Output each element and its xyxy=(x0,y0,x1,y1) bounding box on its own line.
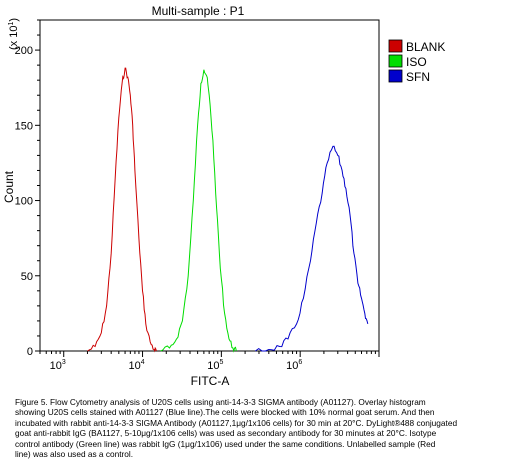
x-tick-label: 103 xyxy=(50,359,66,372)
series-line-sfn xyxy=(255,145,369,352)
y-tick-label: 150 xyxy=(15,120,33,132)
x-tick-exponent: 4 xyxy=(141,359,145,366)
figure-caption: Figure 5. Flow Cytometry analysis of U20… xyxy=(15,397,458,460)
y-multiplier-exponent: 1 xyxy=(8,22,15,26)
y-multiplier-prefix: (x 10 xyxy=(8,26,20,50)
series-lines xyxy=(87,67,369,353)
x-tick-label: 106 xyxy=(286,359,302,372)
plot-frame xyxy=(39,19,380,352)
y-multiplier-suffix: ) xyxy=(8,18,20,22)
series-line-iso xyxy=(160,69,237,353)
y-tick-label: 200 xyxy=(15,45,33,57)
legend-label: BLANK xyxy=(406,40,445,54)
x-tick-base: 10 xyxy=(128,360,140,372)
legend-swatch-iso xyxy=(388,54,403,68)
x-tick-base: 10 xyxy=(50,360,62,372)
x-tick-exponent: 5 xyxy=(220,359,224,366)
legend-swatch-sfn xyxy=(388,69,403,83)
y-tick-label: 100 xyxy=(15,196,33,208)
chart-title: Multi-sample : P1 xyxy=(152,4,245,18)
y-axis-multiplier: (x 101) xyxy=(8,18,20,50)
x-tick-base: 10 xyxy=(286,360,298,372)
y-tick-label: 50 xyxy=(21,271,33,283)
legend-swatch-blank xyxy=(388,39,403,53)
series-line-blank xyxy=(87,67,157,353)
legend-label: SFN xyxy=(406,70,430,84)
x-tick-base: 10 xyxy=(207,360,219,372)
x-tick-exponent: 3 xyxy=(62,359,66,366)
legend-label: ISO xyxy=(406,55,427,69)
x-tick-label: 104 xyxy=(128,359,144,372)
x-axis-label: FITC-A xyxy=(191,374,230,388)
x-tick-exponent: 6 xyxy=(298,359,302,366)
y-axis-label: Count xyxy=(2,170,16,203)
y-tick-label: 0 xyxy=(27,346,33,358)
x-tick-label: 105 xyxy=(207,359,223,372)
